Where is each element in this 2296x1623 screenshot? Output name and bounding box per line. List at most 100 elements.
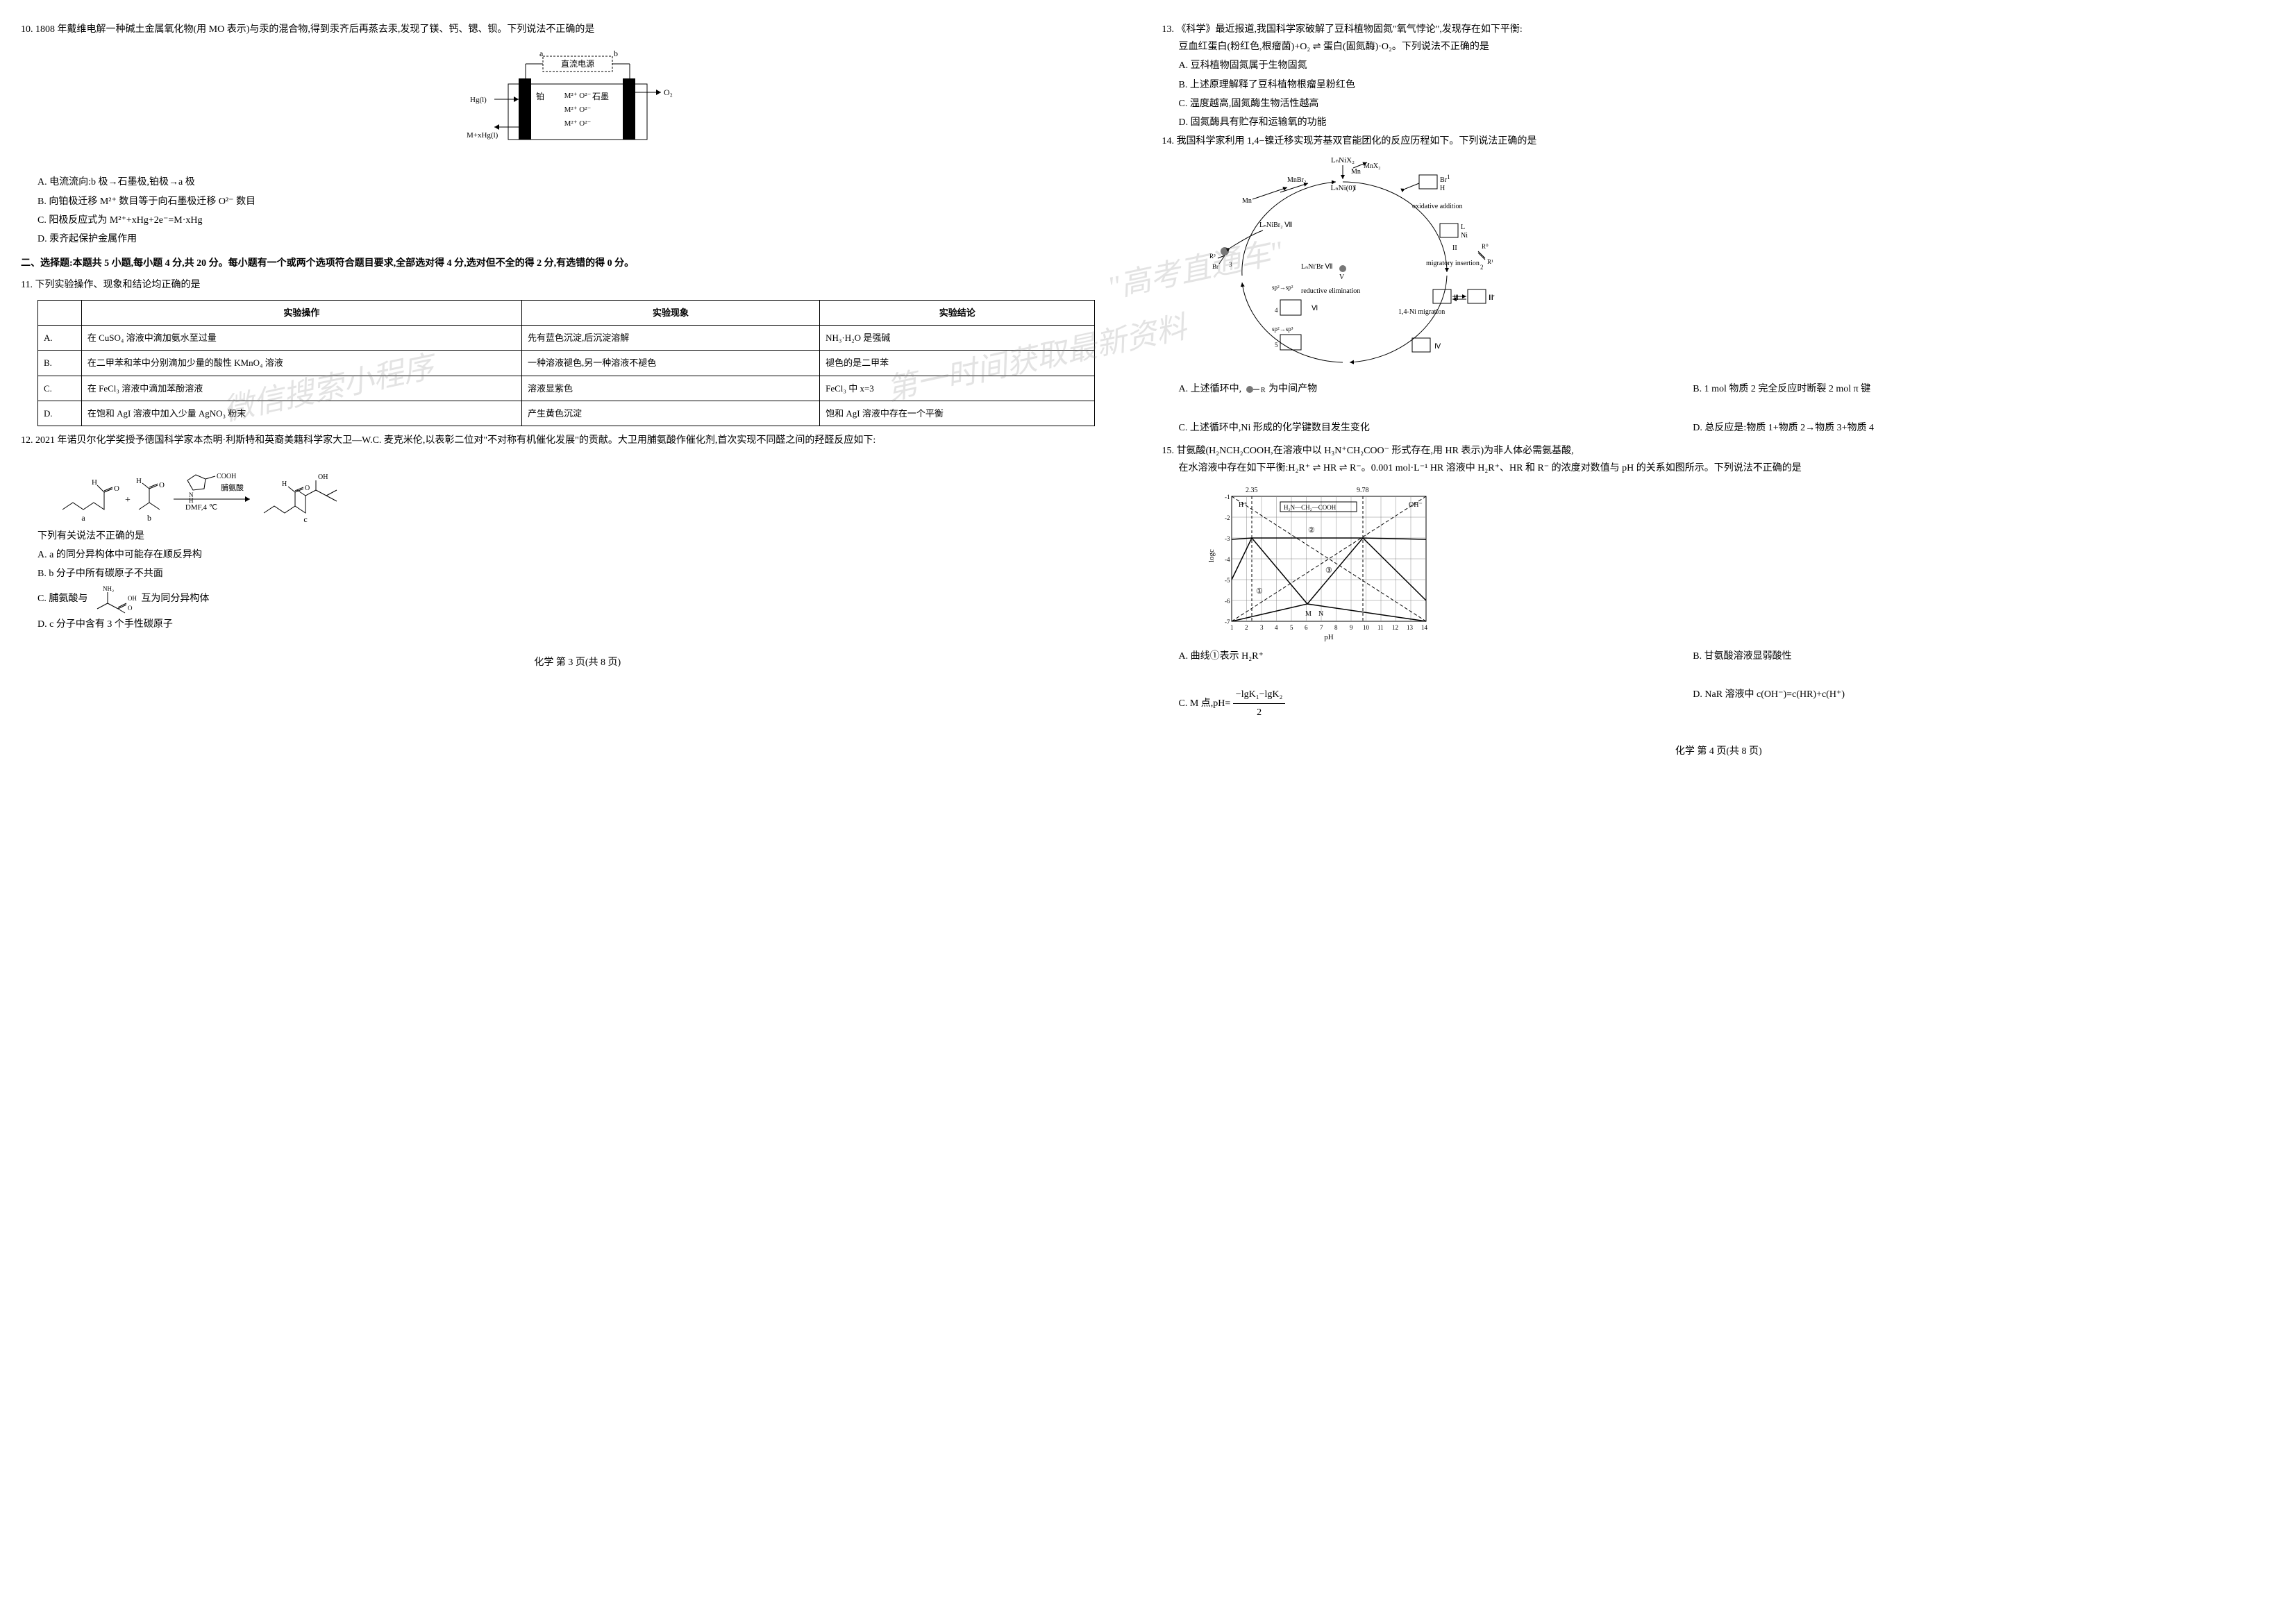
c2: ② xyxy=(1308,526,1315,535)
n5: 5 xyxy=(1275,342,1278,348)
q14-text: 我国科学家利用 1,4−镍迁移实现芳基双官能团化的反应历程如下。下列说法正确的是 xyxy=(1177,136,1537,146)
th1: 实验操作 xyxy=(81,300,521,325)
xt: 7 xyxy=(1320,624,1323,631)
xt: 12 xyxy=(1392,624,1398,631)
xt: 1 xyxy=(1230,624,1234,631)
q14: 14. 我国科学家利用 1,4−镍迁移实现芳基双官能团化的反应历程如下。下列说法… xyxy=(1162,133,2276,437)
cell-l2: M²⁺ O²⁻ xyxy=(564,106,591,114)
q15-optB: B. 甘氨酸溶液显弱酸性 xyxy=(1693,648,2186,665)
q11: 11. 下列实验操作、现象和结论均正确的是 实验操作 实验现象 实验结论 A.在… xyxy=(21,276,1134,426)
br2: Br xyxy=(1212,263,1218,270)
xt: 3 xyxy=(1260,624,1264,631)
c: 褪色的是二甲苯 xyxy=(820,351,1095,376)
q12-optD: D. c 分子中含有 3 个手性碳原子 xyxy=(21,616,1134,633)
o: O xyxy=(114,485,119,493)
h: H xyxy=(136,477,142,485)
lnibr2: LₙNiBr₂ Ⅶ xyxy=(1259,221,1292,229)
lbl-c: c xyxy=(303,514,307,523)
svg-text:R: R xyxy=(1261,387,1266,394)
q15-text2: 在水溶液中存在如下平衡:H₂R⁺ ⇌ HR ⇌ R⁻。0.001 mol·L⁻¹… xyxy=(1162,460,2276,477)
t978: 9.78 xyxy=(1357,487,1369,494)
q14-optA: A. 上述循环中, R 为中间产物 xyxy=(1179,380,1673,398)
c: A. xyxy=(38,325,82,350)
q10-diagram: 直流电源 a b 铂 石墨 M²⁺ O²⁻ M²⁺ O²⁻ M²⁺ O²⁻ O₂… xyxy=(21,45,1134,167)
c: C. xyxy=(38,376,82,401)
o-f: O xyxy=(128,605,133,612)
lnix2: LₙNiX₂ xyxy=(1331,156,1355,165)
q10-optB: B. 向铂极迁移 M²⁺ 数目等于向石墨极迁移 O²⁻ 数目 xyxy=(21,193,1134,210)
redelim: reductive elimination xyxy=(1301,287,1360,295)
q15-optA: A. 曲线①表示 H₂R⁺ xyxy=(1179,648,1673,665)
xt: 5 xyxy=(1290,624,1293,631)
xt: 4 xyxy=(1275,624,1278,631)
cat-bot: DMF,4 ℃ xyxy=(185,503,217,512)
q13-optA: A. 豆科植物固氮属于生物固氮 xyxy=(1162,57,2276,74)
o: O xyxy=(305,485,310,492)
q15-optC: C. M 点,pH= −lgK₁−lgK₂ 2 xyxy=(1179,686,1673,721)
c: 产生黄色沉淀 xyxy=(521,401,819,426)
xt: 9 xyxy=(1350,624,1353,631)
q10-optC: C. 阳极反应式为 M²⁺+xHg+2e⁻=M·xHg xyxy=(21,212,1134,229)
q12-optB: B. b 分子中所有碳原子不共面 xyxy=(21,565,1134,582)
table-row: B.在二甲苯和苯中分别滴加少量的酸性 KMnO₄ 溶液一种溶液褪色,另一种溶液不… xyxy=(38,351,1095,376)
lbl-a: a xyxy=(539,51,544,58)
optC-pre: C. 脯氨酸与 xyxy=(37,594,87,604)
r0: R⁰ xyxy=(1482,243,1489,250)
VIIp: LₙNi'Br Ⅶ xyxy=(1301,263,1333,271)
mn2: Mn xyxy=(1242,197,1252,205)
cell-l1: M²⁺ O²⁻ xyxy=(564,92,591,100)
lbl-pt: 铂 xyxy=(536,91,544,101)
c: 在 CuSO₄ 溶液中滴加氨水至过量 xyxy=(81,325,521,350)
lni0: LₙNi(0) xyxy=(1330,184,1355,192)
q10-optD: D. 汞齐起保护金属作用 xyxy=(21,230,1134,248)
q12-stem2: 下列有关说法不正确的是 xyxy=(21,528,1134,545)
h: H xyxy=(92,478,97,487)
q13-optC: C. 温度越高,固氮酶生物活性越高 xyxy=(1162,95,2276,112)
q13-eq: 豆血红蛋白(粉红色,根瘤菌)+O₂ ⇌ 蛋白(固氮酶)·O₂。下列说法不正确的是 xyxy=(1162,38,2276,56)
q12-prefix: 12. xyxy=(21,435,33,446)
q15-prefix: 15. xyxy=(1162,446,1175,456)
c: FeCl₃ 中 x=3 xyxy=(820,376,1095,401)
q14-optD: D. 总反应是:物质 1+物质 2→物质 3+物质 4 xyxy=(1693,419,2186,437)
mig: migratory insertion xyxy=(1426,260,1480,267)
lbl-mhg: M+xHg(l) xyxy=(467,131,498,140)
N: N xyxy=(1318,610,1323,618)
lbl-a: a xyxy=(81,513,85,523)
h: H xyxy=(282,480,287,488)
o: O xyxy=(159,481,165,489)
xt: 14 xyxy=(1421,624,1428,631)
c: 先有蓝色沉淀,后沉淀溶解 xyxy=(521,325,819,350)
r3: R³ xyxy=(1209,253,1216,260)
q15: 15. 甘氨酸(H₂NCH₂COOH,在溶液中以 H₃N⁺CH₂COO⁻ 形式存… xyxy=(1162,442,2276,722)
c: 在二甲苯和苯中分别滴加少量的酸性 KMnO₄ 溶液 xyxy=(81,351,521,376)
q13: 13. 《科学》最近报道,我国科学家破解了豆科植物固氮"氧气悖论",发现存在如下… xyxy=(1162,21,2276,131)
q14-optB: B. 1 mol 物质 2 完全反应时断裂 2 mol π 键 xyxy=(1693,380,2186,398)
yt: -2 xyxy=(1225,514,1230,521)
q10-optA: A. 电流流向:b 极→石墨极,铂极→a 极 xyxy=(21,174,1134,191)
table-row: C.在 FeCl₃ 溶液中滴加苯酚溶液溶液显紫色FeCl₃ 中 x=3 xyxy=(38,376,1095,401)
14mig: 1,4-Ni migration xyxy=(1398,308,1445,316)
frac-bot: 2 xyxy=(1233,704,1286,721)
q11-prefix: 11. xyxy=(21,280,33,290)
r1: R¹ xyxy=(1487,258,1493,265)
q15-optD: D. NaR 溶液中 c(OH⁻)=c(HR)+c(H⁺) xyxy=(1693,686,2186,721)
mn: Mn xyxy=(1351,168,1361,176)
table-row: A.在 CuSO₄ 溶液中滴加氨水至过量先有蓝色沉淀,后沉淀溶解NH₃·H₂O … xyxy=(38,325,1095,350)
c3: ③ xyxy=(1325,566,1332,575)
OHm: OH⁻ xyxy=(1409,501,1423,509)
Ni: Ni xyxy=(1461,232,1468,239)
cell-l3: M²⁺ O²⁻ xyxy=(564,119,591,128)
optC-pre: C. M 点,pH= xyxy=(1179,698,1231,709)
yt: -3 xyxy=(1225,535,1230,542)
IIIp: Ⅲ' xyxy=(1489,294,1495,302)
V: V xyxy=(1339,274,1345,281)
yt: -6 xyxy=(1225,598,1230,605)
Hplus: H⁺ xyxy=(1239,501,1248,509)
q14-prefix: 14. xyxy=(1162,136,1175,146)
n4: 4 xyxy=(1275,307,1278,314)
yt: -4 xyxy=(1225,556,1230,563)
q15-graph: 2.35 9.78 H⁺ H₂N—CH₂—COOH OH⁻ ① ② ③ M xyxy=(1204,482,1440,642)
c1: ① xyxy=(1256,587,1263,596)
power-label: 直流电源 xyxy=(561,59,594,69)
q12-text: 2021 年诺贝尔化学奖授予德国科学家本杰明·利斯特和英裔美籍科学家大卫—W.C… xyxy=(35,435,875,446)
